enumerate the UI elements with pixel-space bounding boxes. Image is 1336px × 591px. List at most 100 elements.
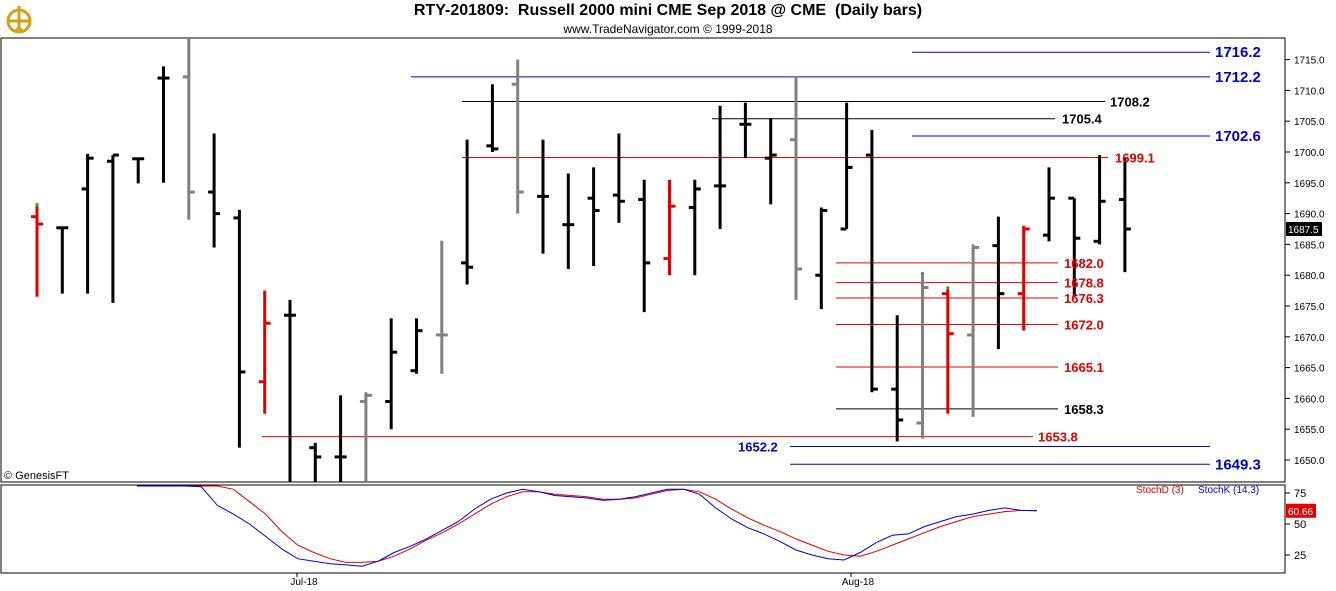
- stoch-legend-d: StochD (3): [1136, 485, 1184, 496]
- stoch-last-value: 60.66: [1288, 507, 1313, 518]
- ohlc-bar: [461, 139, 474, 285]
- ohlc-bar: [663, 179, 676, 276]
- ohlc-bar: [612, 133, 625, 223]
- chart-title: RTY-201809: Russell 2000 mini CME Sep 20…: [413, 2, 923, 19]
- price-tick-label: 1650.0: [1294, 456, 1325, 467]
- price-level-labels: 1716.2 1712.2 1708.2 1705.4 1702.6 1699.1 1682…: [738, 44, 1261, 473]
- price-tick-label: 1655.0: [1294, 425, 1325, 436]
- ohlc-bar: [739, 102, 752, 159]
- price-tick-label: 1675.0: [1294, 302, 1325, 313]
- ohlc-bar: [208, 133, 221, 248]
- ohlc-bar: [258, 290, 271, 414]
- price-tick-label: 1665.0: [1294, 364, 1325, 375]
- ohlc-bar: [1043, 167, 1055, 242]
- ohlc-bar: [31, 203, 43, 297]
- stoch-series-line: [137, 485, 1038, 567]
- ohlc-bar: [916, 272, 929, 439]
- price-tick-label: 1660.0: [1294, 394, 1325, 405]
- stoch-last-value-tag: 60.66: [1286, 503, 1316, 518]
- stoch-legend-k: StochK (14,3): [1198, 485, 1259, 496]
- price-level-label: 1658.3: [1064, 402, 1104, 417]
- stoch-legend: StochD (3) StochK (14,3): [1136, 485, 1259, 496]
- ohlc-bar: [1093, 155, 1106, 245]
- ohlc-bar: [562, 173, 575, 270]
- ohlc-bar: [233, 209, 246, 448]
- price-tick-label: 1680.0: [1294, 271, 1325, 282]
- price-tick-label: 1685.0: [1294, 240, 1325, 251]
- price-panel-frame: [0, 37, 1286, 483]
- ohlc-bar: [511, 59, 524, 214]
- price-tick-label: 1700.0: [1294, 148, 1325, 159]
- ohlc-bar: [182, 38, 195, 220]
- ohlc-bar: [891, 315, 904, 442]
- ohlc-bar: [714, 105, 727, 229]
- chart-subtitle: www.TradeNavigator.com © 1999-2018: [563, 22, 773, 36]
- price-level-label: 1665.1: [1064, 360, 1104, 375]
- stoch-series-line: [137, 485, 1038, 563]
- price-bars: [31, 38, 1131, 482]
- stoch-lines: [137, 485, 1038, 567]
- price-level-label: 1716.2: [1215, 44, 1261, 61]
- stoch-last-box: [1286, 503, 1316, 518]
- ohlc-bar: [486, 84, 499, 152]
- ohlc-bar: [992, 216, 1005, 350]
- bar-signal-mark: [946, 286, 950, 290]
- ohlc-bar: [56, 226, 69, 294]
- price-level-lines: [262, 51, 1210, 465]
- price-level-label: 1678.8: [1064, 276, 1104, 291]
- ohlc-bar: [1118, 158, 1131, 273]
- stoch-axis: 25 50 75: [1285, 488, 1306, 562]
- last-price-box: [1286, 222, 1322, 236]
- ohlc-bar: [334, 395, 347, 482]
- price-tick-label: 1670.0: [1294, 333, 1325, 344]
- ohlc-bar: [132, 157, 145, 184]
- ohlc-bar: [359, 392, 372, 482]
- ohlc-bar: [284, 299, 296, 482]
- ohlc-bar: [410, 318, 423, 374]
- ohlc-bar: [157, 66, 170, 183]
- date-tick-label: Aug-18: [842, 577, 875, 588]
- price-level-label: 1652.2: [738, 439, 778, 454]
- trade-navigator-logo-icon: [2, 2, 36, 36]
- price-level-label: 1708.2: [1110, 94, 1150, 109]
- price-tick-label: 1690.0: [1294, 210, 1325, 221]
- ohlc-bar: [106, 153, 119, 303]
- price-level-label: 1653.8: [1038, 430, 1078, 445]
- ohlc-bar: [815, 207, 828, 310]
- price-level-label: 1699.1: [1115, 151, 1155, 166]
- price-level-label: 1676.3: [1064, 291, 1104, 306]
- last-price-value: 1687.5: [1288, 225, 1319, 236]
- stoch-tick-label: 25: [1294, 550, 1306, 562]
- ohlc-bar: [309, 442, 322, 482]
- ohlc-bar: [435, 240, 448, 374]
- ohlc-bar: [865, 129, 878, 393]
- last-price-tag: 1687.5: [1286, 222, 1322, 236]
- ohlc-bar: [840, 102, 853, 231]
- price-axis: 1650.0 1655.0 1660.0 1665.0 1670.0 1675.0 1680…: [1285, 56, 1325, 467]
- stoch-tick-label: 50: [1294, 519, 1306, 531]
- date-axis: Jul-18 Aug-18: [290, 573, 875, 588]
- ohlc-bar: [537, 139, 549, 254]
- ohlc-bar: [967, 244, 980, 417]
- stoch-tick-label: 75: [1294, 488, 1306, 500]
- price-tick-label: 1710.0: [1294, 86, 1325, 97]
- ohlc-bar: [1017, 225, 1030, 331]
- price-tick-label: 1705.0: [1294, 117, 1325, 128]
- ohlc-bar: [1068, 196, 1081, 297]
- ohlc-bar: [941, 286, 954, 414]
- price-tick-label: 1695.0: [1294, 179, 1325, 190]
- price-level-label: 1705.4: [1062, 112, 1103, 127]
- date-tick-label: Jul-18: [290, 577, 318, 588]
- ohlc-bar: [790, 76, 802, 300]
- ohlc-bar: [764, 118, 777, 205]
- ohlc-bar: [385, 318, 398, 430]
- price-level-label: 1702.6: [1215, 128, 1261, 145]
- ohlc-bar: [688, 179, 701, 276]
- price-level-label: 1712.2: [1215, 69, 1261, 86]
- price-tick-label: 1715.0: [1294, 56, 1325, 67]
- price-level-label: 1682.0: [1064, 256, 1104, 271]
- stoch-panel-frame: [0, 484, 1286, 574]
- ohlc-bar: [587, 167, 600, 266]
- price-level-label: 1649.3: [1215, 456, 1261, 473]
